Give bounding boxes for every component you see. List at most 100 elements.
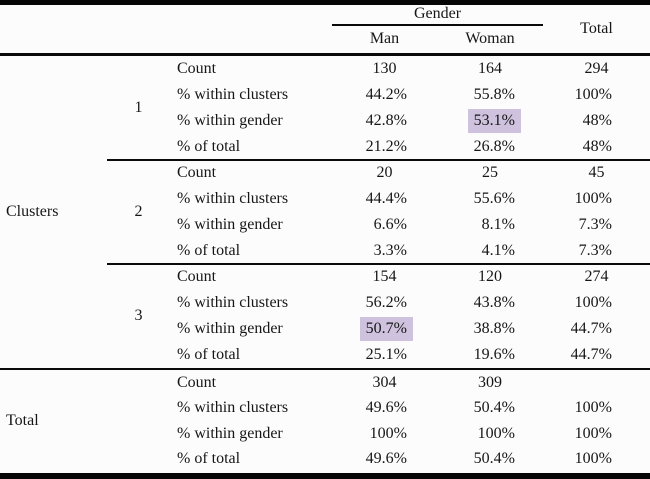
cell-man: 154 xyxy=(372,268,397,285)
cell-total: 100% xyxy=(574,294,612,311)
cell-woman: 309 xyxy=(478,373,502,391)
clusters-group: Clusters 1 Count 130 164 294 % within cl… xyxy=(0,56,650,368)
cell-woman: 164 xyxy=(478,60,502,77)
cluster-1-block: 1 Count 130 164 294 % within clusters 44… xyxy=(0,56,650,160)
table-row: % within gender 42.8% 53.1% 48% xyxy=(170,108,650,134)
stat-label: % within clusters xyxy=(177,190,289,207)
cell-total: 7.3% xyxy=(578,242,612,259)
cell-woman: 55.8% xyxy=(473,86,515,103)
gender-column-group: Gender Man Woman xyxy=(332,5,543,53)
table-row: % within clusters 56.2% 43.8% 100% xyxy=(170,290,650,316)
cell-total: 7.3% xyxy=(578,216,612,233)
cell-total: 294 xyxy=(584,60,609,77)
cell-total: 44.7% xyxy=(570,320,612,337)
column-header-total: Total xyxy=(580,20,613,37)
cell-man: 20 xyxy=(376,164,393,181)
cluster-2-rows: Count 20 25 45 % within clusters 44.4% 5… xyxy=(170,160,650,264)
cell-woman: 100% xyxy=(477,424,515,442)
cell-man: 56.2% xyxy=(365,294,407,311)
table-row: Count 20 25 45 xyxy=(170,160,650,186)
table-row: % within gender 100% 100% 100% xyxy=(170,421,650,447)
table-row: Count 154 120 274 xyxy=(170,264,650,290)
column-header-man: Man xyxy=(369,29,400,47)
table-row: % within clusters 44.2% 55.8% 100% xyxy=(170,82,650,108)
total-block: Total Count 304 309 % within clusters 49… xyxy=(0,370,650,472)
column-header-woman: Woman xyxy=(465,29,515,47)
stat-label: % of total xyxy=(177,346,241,363)
cell-woman: 26.8% xyxy=(473,138,515,155)
table-row: Count 304 309 xyxy=(170,370,650,396)
cell-woman: 50.4% xyxy=(473,450,515,468)
table-row: % of total 25.1% 19.6% 44.7% xyxy=(170,342,650,368)
total-group-label: Total xyxy=(6,412,39,429)
block-divider xyxy=(107,159,650,161)
highlight-mark: 50.7% xyxy=(359,317,413,341)
cell-total: 274 xyxy=(584,268,609,285)
clusters-group-label: Clusters xyxy=(6,203,59,220)
stat-label: Count xyxy=(177,373,217,391)
table-row: % of total 3.3% 4.1% 7.3% xyxy=(170,238,650,264)
table-row: % within clusters 49.6% 50.4% 100% xyxy=(170,396,650,422)
cell-woman: 120 xyxy=(478,268,502,285)
stat-label: % of total xyxy=(177,242,241,259)
table-row: % within clusters 44.4% 55.6% 100% xyxy=(170,186,650,212)
cell-total: 100% xyxy=(574,86,612,103)
stat-label: % within gender xyxy=(177,216,283,233)
stat-label: % within clusters xyxy=(177,86,289,103)
table-row: % of total 21.2% 26.8% 48% xyxy=(170,134,650,160)
cell-man: 130 xyxy=(372,60,397,77)
cell-man: 100% xyxy=(369,424,407,442)
table-row: Count 130 164 294 xyxy=(170,56,650,82)
cluster-2-id: 2 xyxy=(134,203,143,220)
stat-label: Count xyxy=(177,60,217,77)
table-row: % within gender 50.7% 38.8% 44.7% xyxy=(170,316,650,342)
stat-label: % of total xyxy=(177,138,241,155)
cell-man: 3.3% xyxy=(373,242,407,259)
cell-total: 100% xyxy=(574,450,612,468)
cell-total: 44.7% xyxy=(570,346,612,363)
cell-woman: 43.8% xyxy=(473,294,515,311)
table-row: % of total 49.6% 50.4% 100% xyxy=(170,447,650,473)
cell-man: 49.6% xyxy=(365,450,407,468)
cluster-3-id: 3 xyxy=(134,307,143,324)
cell-man: 25.1% xyxy=(365,346,407,363)
cell-man: 49.6% xyxy=(365,399,407,417)
cell-man: 304 xyxy=(372,373,397,391)
stat-label: % within gender xyxy=(177,424,283,442)
stat-label: % within gender xyxy=(177,112,283,129)
cell-man-highlighted: 50.7% xyxy=(332,317,437,341)
highlight-mark: 53.1% xyxy=(467,109,521,133)
total-rows: Count 304 309 % within clusters 49.6% 50… xyxy=(170,370,650,472)
stat-label: % within clusters xyxy=(177,294,289,311)
stat-label: Count xyxy=(177,164,217,181)
cell-total: 100% xyxy=(574,190,612,207)
cell-woman: 4.1% xyxy=(481,242,515,259)
block-divider xyxy=(107,263,650,265)
cell-woman: 25 xyxy=(482,164,498,181)
cell-total: 48% xyxy=(582,112,612,129)
stat-label: % of total xyxy=(177,450,241,468)
cluster-3-rows: Count 154 120 274 % within clusters 56.2… xyxy=(170,264,650,368)
cell-man: 44.4% xyxy=(365,190,407,207)
gender-group-label: Gender xyxy=(332,5,543,26)
total-group-divider xyxy=(0,368,650,370)
cell-man: 42.8% xyxy=(365,112,407,129)
gender-subcolumns: Man Woman xyxy=(332,26,543,51)
stat-label: % within gender xyxy=(177,320,283,337)
cell-total: 100% xyxy=(574,424,612,442)
cluster-1-rows: Count 130 164 294 % within clusters 44.2… xyxy=(170,56,650,160)
cluster-1-id: 1 xyxy=(134,99,143,116)
cell-woman: 50.4% xyxy=(473,399,515,417)
cell-man: 44.2% xyxy=(365,86,407,103)
cell-total: 45 xyxy=(588,164,605,181)
cell-woman: 55.6% xyxy=(473,190,515,207)
cell-woman: 38.8% xyxy=(473,320,515,337)
cell-man: 21.2% xyxy=(365,138,407,155)
cell-woman: 8.1% xyxy=(481,216,515,233)
table-row: % within gender 6.6% 8.1% 7.3% xyxy=(170,212,650,238)
cell-woman-highlighted: 53.1% xyxy=(437,109,543,133)
cell-woman: 19.6% xyxy=(473,346,515,363)
stat-label: Count xyxy=(177,268,217,285)
cell-total: 100% xyxy=(574,399,612,417)
